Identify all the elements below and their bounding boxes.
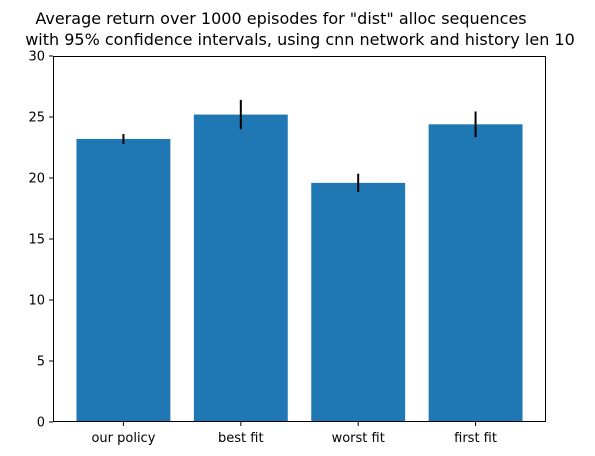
axes-layer xyxy=(53,56,546,422)
y-tick-label: 10 xyxy=(28,294,45,309)
chart-title-line-1: Average return over 1000 episodes for "d… xyxy=(35,9,526,28)
x-tick-label: worst fit xyxy=(332,431,385,446)
bar-our-policy xyxy=(76,138,171,422)
bar-worst-fit xyxy=(311,182,406,422)
axes-frame xyxy=(53,56,546,422)
bar-best-fit xyxy=(193,114,288,422)
y-tick-label: 30 xyxy=(28,50,45,65)
x-tick-label: best fit xyxy=(218,431,264,446)
y-tick-label: 20 xyxy=(28,172,45,187)
y-tick-label: 15 xyxy=(28,233,45,248)
bars-layer xyxy=(76,114,523,422)
x-tick-label: our policy xyxy=(91,431,155,446)
error-bars-layer xyxy=(122,99,477,193)
y-tick-label: 25 xyxy=(28,111,45,126)
bar-first-fit xyxy=(428,124,523,422)
y-tick-label: 0 xyxy=(37,416,45,431)
ticks-layer: our policy best fit worst fit first fit 0 5 10… xyxy=(28,50,497,447)
chart-title-line-2: with 95% confidence intervals, using cnn… xyxy=(25,30,575,49)
y-tick-label: 5 xyxy=(37,355,45,370)
x-tick-label: first fit xyxy=(454,431,497,446)
